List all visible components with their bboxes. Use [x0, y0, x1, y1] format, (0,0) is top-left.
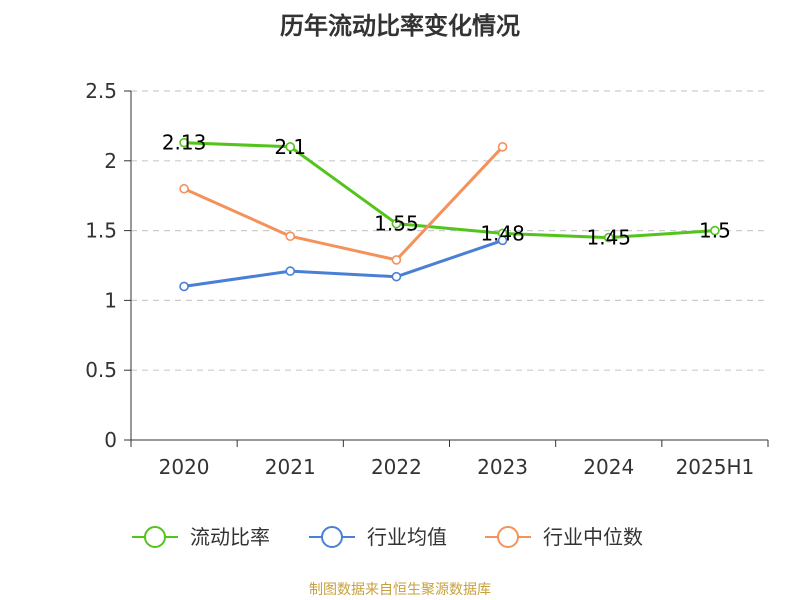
legend-item: 行业均值: [309, 525, 447, 549]
data-label: 1.55: [374, 212, 419, 236]
x-tick-label: 2024: [583, 455, 634, 479]
data-label: 2.1: [274, 135, 306, 159]
y-tick-label: 2.5: [85, 79, 117, 103]
data-label: 1.5: [699, 219, 731, 243]
x-tick-label: 2022: [371, 455, 422, 479]
legend: 流动比率 行业均值 行业中位数: [132, 525, 643, 549]
legend-item: 流动比率: [132, 525, 270, 549]
legend-item: 行业中位数: [485, 525, 643, 549]
y-tick-label: 0.5: [85, 358, 117, 382]
y-tick-label: 1: [104, 288, 117, 312]
data-point: [391, 271, 402, 282]
legend-swatch-marker: [321, 526, 343, 548]
x-tick-label: 2023: [477, 455, 528, 479]
data-point: [179, 281, 189, 292]
legend-swatch-marker: [497, 526, 519, 548]
data-point: [285, 266, 296, 276]
series-line-0: [184, 141, 715, 240]
axes: 0 0.5 1 1.5 2 2.5 2020 2021 2022 2023 2024 2025H1: [85, 79, 769, 479]
data-point: [285, 231, 296, 241]
series-lines: [179, 137, 720, 292]
data-point: [391, 255, 402, 265]
data-point: [603, 232, 614, 243]
x-tick-label: 2025H1: [676, 455, 755, 479]
data-point: [285, 142, 296, 152]
x-tick-label: 2020: [159, 455, 210, 479]
chart-title: 历年流动比率变化情况: [280, 12, 520, 40]
data-point: [497, 142, 508, 152]
data-point: [391, 218, 402, 229]
data-labels: 2.13 2.1 1.55 1.48 1.45 1.5: [162, 131, 731, 250]
y-tick-label: 2: [104, 149, 117, 173]
series-line-2: [183, 145, 504, 262]
data-label: 1.45: [586, 226, 631, 250]
data-point: [497, 235, 508, 246]
legend-label: 流动比率: [190, 525, 270, 549]
legend-label: 行业均值: [367, 525, 447, 549]
data-point: [179, 137, 189, 148]
x-tick-label: 2021: [265, 455, 316, 479]
legend-swatch-marker: [144, 526, 166, 548]
y-tick-label: 1.5: [85, 219, 117, 243]
gridlines: [131, 90, 768, 371]
series-line-1: [183, 238, 504, 288]
data-point: [179, 183, 189, 194]
y-tick-label: 0: [104, 428, 117, 452]
data-label: 2.13: [162, 131, 207, 155]
legend-label: 行业中位数: [543, 525, 643, 549]
data-label: 1.48: [480, 221, 525, 245]
data-point: [710, 225, 720, 236]
source-note: 制图数据来自恒生聚源数据库: [309, 582, 491, 598]
